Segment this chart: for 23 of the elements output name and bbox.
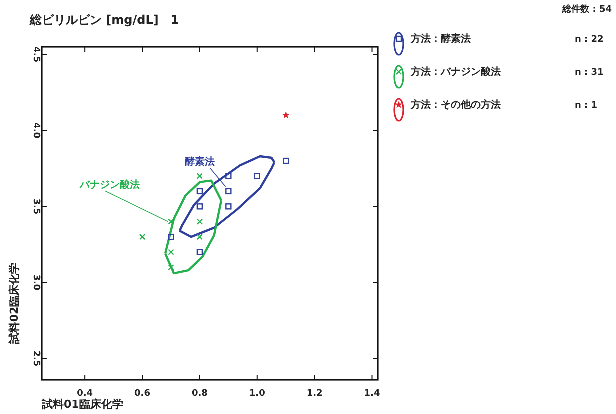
legend-label: 方法：バナジン酸法 [410, 66, 501, 78]
y-tick-label: 3.0 [31, 274, 41, 291]
x-tick-label: 1.0 [249, 389, 266, 399]
text: 総件数 : 54 [562, 4, 612, 15]
x-tick-label: 0.6 [134, 389, 150, 399]
chart-title: 総ビリルビン [mg/dL] 1 [29, 13, 180, 27]
y-tick-label: 4.5 [31, 46, 41, 63]
annotation: 酵素法 [185, 156, 215, 168]
text: n : 22 [575, 35, 604, 45]
y-tick-label: 4.0 [31, 122, 41, 139]
y-axis-title: 試料02臨床化学 [8, 262, 21, 346]
annotation: バナジン酸法 [79, 179, 140, 191]
x-tick-label: 0.4 [77, 389, 94, 399]
y-tick-label: 3.5 [31, 198, 41, 215]
x-tick-label: 0.8 [192, 389, 208, 399]
text: n : 1 [575, 101, 598, 111]
legend-label: 方法：その他の方法 [410, 99, 501, 111]
x-tick-label: 1.4 [364, 389, 380, 399]
y-tick-label: 2.5 [31, 350, 41, 367]
legend-label: 方法：酵素法 [410, 33, 471, 45]
x-tick-label: 1.2 [306, 389, 323, 399]
x-axis-title: 試料01臨床化学 [41, 398, 124, 411]
text: n : 31 [575, 68, 604, 78]
